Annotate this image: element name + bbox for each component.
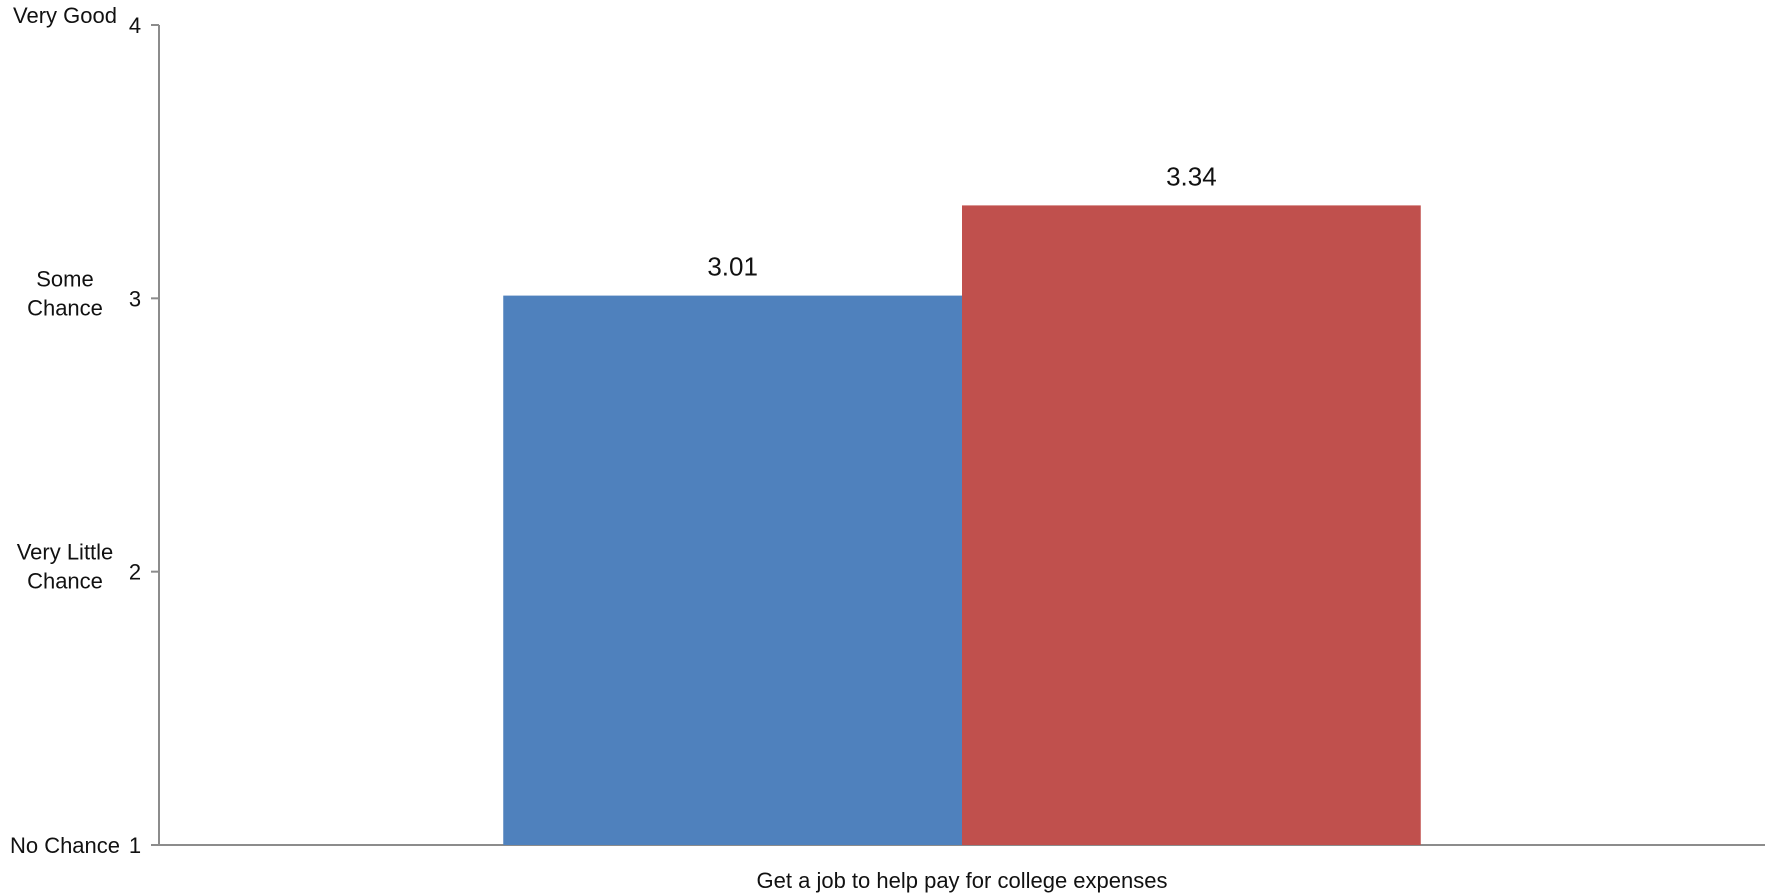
y-axis-text-label: Very Little Chance bbox=[17, 540, 114, 594]
y-axis-ticks: 1 2 3 4 Very Good Some Chance Very Little Chance… bbox=[10, 3, 159, 858]
y-tick-label: 3 bbox=[129, 286, 141, 311]
y-axis-text-label-line: Very Good bbox=[13, 3, 117, 28]
y-axis-text-label-line: Chance bbox=[27, 295, 103, 320]
y-tick-label: 4 bbox=[129, 13, 141, 38]
y-axis-text-label: Some Chance bbox=[27, 266, 103, 320]
labels-group: 3.01 3.34 Get a job to help pay for colleg… bbox=[707, 161, 1216, 893]
data-label: 3.01 bbox=[707, 252, 758, 282]
y-axis-text-label-line: No Chance bbox=[10, 833, 120, 858]
bar bbox=[962, 205, 1421, 845]
y-axis-text-label-line: Some bbox=[36, 266, 93, 291]
x-category-label: Get a job to help pay for college expens… bbox=[757, 868, 1168, 893]
y-tick-label: 1 bbox=[129, 833, 141, 858]
data-label: 3.34 bbox=[1166, 161, 1217, 191]
bar bbox=[503, 295, 962, 846]
y-tick-label: 2 bbox=[129, 560, 141, 585]
y-axis-text-label-line: Chance bbox=[27, 569, 103, 594]
bars-group bbox=[503, 205, 1421, 846]
y-axis-text-label: No Chance bbox=[10, 833, 120, 858]
y-axis-text-label: Very Good bbox=[13, 3, 117, 28]
y-axis-text-label-line: Very Little bbox=[17, 540, 114, 565]
